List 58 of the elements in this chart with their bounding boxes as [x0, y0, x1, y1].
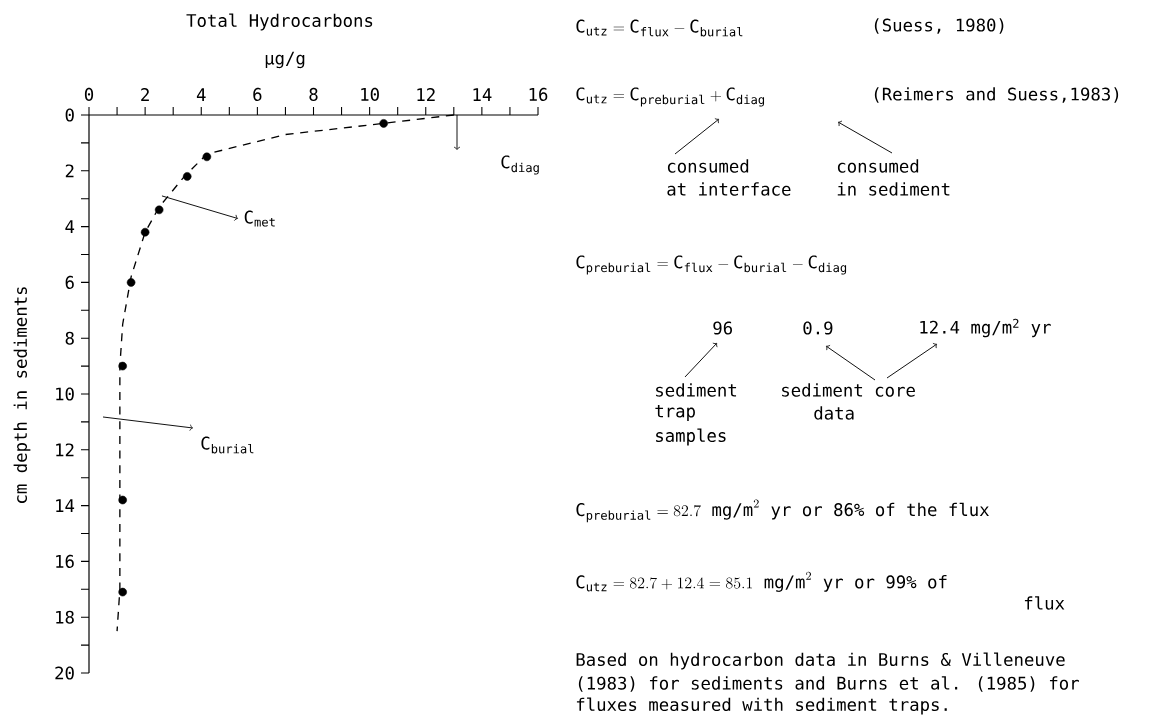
x-tick-label: 6 [253, 87, 262, 101]
x-tick-label: 2 [141, 88, 149, 101]
x-tick-label: 10 [361, 87, 379, 101]
text: (Suess, 1980) [874, 18, 1004, 34]
point [118, 361, 127, 371]
text: (Reimers and Suess,1983) [874, 87, 1119, 103]
text: $\mathrm{C}_{\mathrm{preburial}} = \mathrm{C}_{\mathrm{flux}} - \mathrm{C}_{\mathrm{burial}} - \mathrm{C}_{\mathrm{diag}}$ [576, 255, 847, 275]
text: data [814, 406, 854, 420]
x-tick-label: 0 [84, 87, 94, 101]
text: 12.4 mg/m$^{2}$ yr [920, 318, 1051, 338]
point [118, 587, 127, 597]
annotation: C$_{diag}$ [501, 155, 539, 175]
point [379, 119, 388, 128]
y-tick-label: 4 [65, 220, 75, 233]
y-tick-label: 18 [56, 610, 74, 624]
x-tick-label: 12 [417, 88, 435, 101]
y-tick-label: 12 [56, 443, 74, 457]
x-axis-title: μg/g [265, 51, 305, 69]
x-tick-label: 4 [196, 88, 206, 101]
text: $\mathrm{C}_{\mathrm{utz}} = \mathrm{C}_{\mathrm{flux}} - \mathrm{C}_{\mathrm{burial}}$ [576, 19, 743, 37]
text: $\mathrm{C}_{\mathrm{utz}} = \mathrm{C}_{\mathrm{preburial}} + \mathrm{C}_{\mathrm{diag}}$ [576, 87, 765, 107]
text: (1983) for sediments and Burns et al. (1985) for [578, 676, 1079, 692]
y-tick-label: 2 [65, 164, 74, 178]
text: at interface [667, 182, 791, 196]
chart-title: Total Hydrocarbons [186, 13, 373, 31]
x-tick-label: 8 [309, 87, 318, 101]
point [126, 278, 136, 287]
x-tick-label: 16 [529, 87, 548, 101]
y-tick-label: 0 [65, 108, 74, 122]
y-tick-label: 10 [56, 387, 74, 401]
text: samples [656, 428, 726, 446]
y-axis-title: cm depth in sediments [13, 287, 31, 503]
x-tick-label: 14 [473, 88, 492, 101]
text: $\mathrm{C}_{\mathrm{utz}} = 82.7 + 12.4 = 85.1\text{ mg/m}^{2}\text{ yr or 99\% of}$ [576, 571, 947, 592]
y-tick-label: 14 [56, 499, 75, 512]
point [140, 227, 150, 237]
text: 96 [713, 321, 733, 335]
annotation: C$_{met}$ [244, 210, 275, 227]
text: sediment [656, 383, 737, 397]
text: Based on hydrocarbon data in Burns & Villeneuve [576, 652, 1065, 670]
text: trap [655, 405, 695, 421]
point [154, 205, 164, 215]
annotation: C$_{burial}$ [201, 436, 254, 454]
y-tick-label: 6 [65, 275, 74, 289]
y-tick-label: 8 [65, 331, 74, 345]
text: $\mathrm{C}_{\mathrm{preburial}} = 82.7\text{ mg/m}^{2}\text{ yr or 86\% of the flux}$ [576, 499, 989, 523]
point [118, 495, 127, 505]
point [182, 172, 192, 181]
text: consumed [837, 159, 919, 173]
text: consumed [667, 159, 749, 173]
text: in sediment [837, 182, 950, 196]
text: fluxes measured with sediment traps. [576, 697, 947, 715]
point [202, 152, 212, 162]
y-tick-label: 16 [56, 554, 74, 568]
y-tick-label: 20 [55, 666, 74, 680]
text: sediment core [782, 383, 915, 397]
text: flux [1024, 596, 1065, 610]
text: 0.9 [803, 321, 833, 335]
